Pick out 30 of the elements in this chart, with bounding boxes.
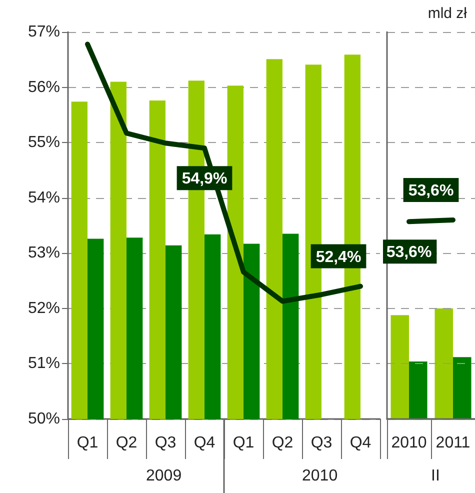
y-tick-label: 52% <box>28 300 60 317</box>
x-tick-label: 2011 <box>436 434 470 452</box>
x-tick-label: Q1 <box>76 434 98 452</box>
data-label: 54,9% <box>182 170 228 188</box>
data-label: 53,6% <box>408 182 454 200</box>
text: 2009 <box>146 468 182 484</box>
x-tick-label: Q2 <box>116 434 138 452</box>
y-tick-label: 57% <box>28 24 60 40</box>
x-tick-label: Q1 <box>232 434 254 452</box>
data-label: 53,6% <box>386 244 432 262</box>
y-tick-label: 50% <box>28 410 60 428</box>
chart-title: mld zł <box>428 5 468 22</box>
x-tick-label: 2010 <box>391 434 427 452</box>
x-tick-label: Q4 <box>194 434 216 452</box>
y-tick-label: 53% <box>28 244 60 262</box>
y-tick-label: 54% <box>28 189 60 206</box>
bar <box>390 315 409 419</box>
y-tick-label: 56% <box>28 78 60 96</box>
bar <box>453 357 472 419</box>
y-tick-label: 51% <box>28 355 60 372</box>
bar <box>409 362 428 419</box>
text: 2010 <box>302 468 338 484</box>
x-tick-label: Q3 <box>154 434 176 452</box>
x-tick-label: Q3 <box>310 434 332 452</box>
y-tick-label: 55% <box>28 134 60 152</box>
data-label: 52,4% <box>316 248 362 266</box>
x-tick-label: Q2 <box>272 434 294 452</box>
text: II <box>431 468 440 484</box>
x-tick-label: Q4 <box>350 434 372 452</box>
bar <box>434 308 453 419</box>
